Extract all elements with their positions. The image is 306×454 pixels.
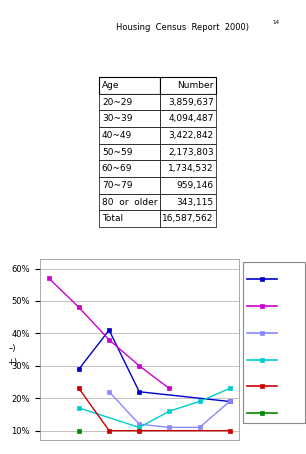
- Text: Housing  Census  Report  2000): Housing Census Report 2000): [116, 23, 249, 32]
- Text: +): +): [7, 358, 17, 367]
- Text: 14: 14: [272, 20, 279, 25]
- Text: –): –): [9, 344, 16, 353]
